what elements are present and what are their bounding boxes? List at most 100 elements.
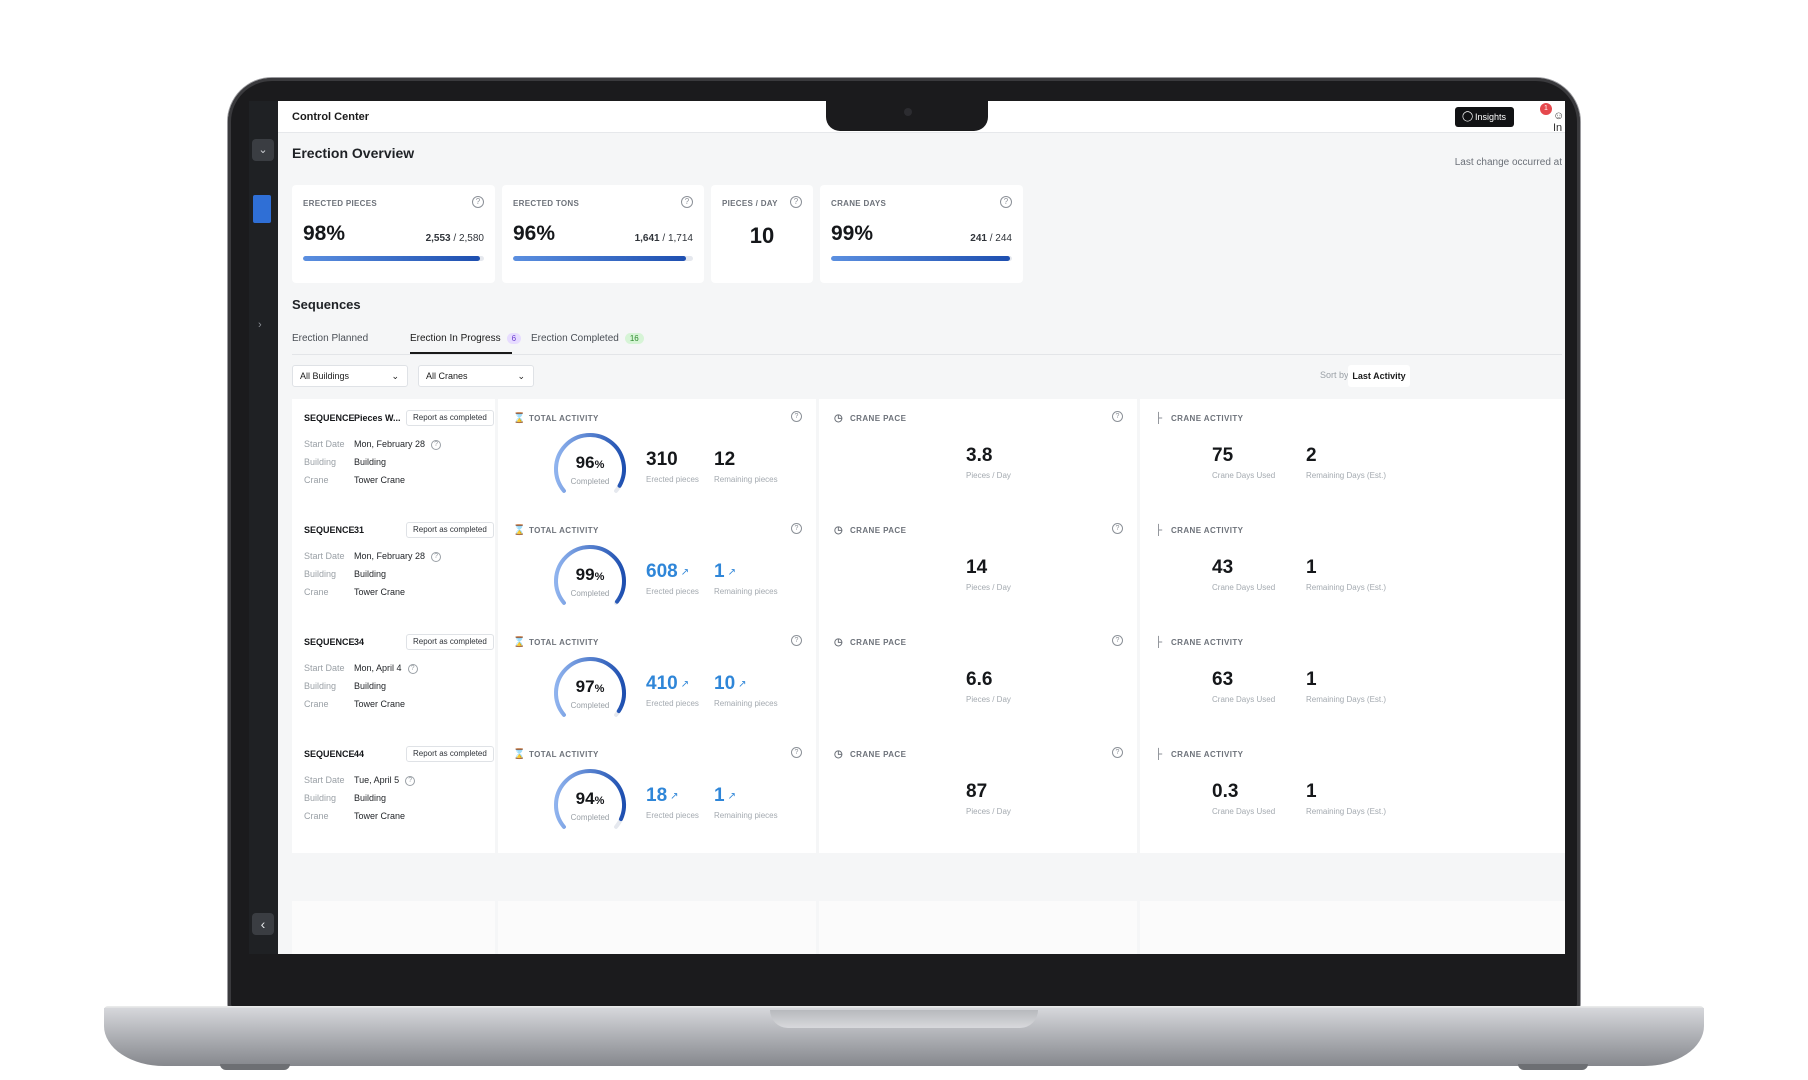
crane-value: Tower Crane [354,475,406,485]
external-link-icon: ↗ [727,567,736,579]
app-screen: ⌄ › ‹ Control Center ◯ Insights 1 ☺ In E… [249,101,1565,954]
chevron-down-icon[interactable]: ⌄ [252,139,274,161]
insights-button[interactable]: ◯ Insights [1455,107,1515,127]
panel-title: ◷ CRANE PACE [834,637,907,648]
building-value: Building [354,793,387,803]
external-link-icon: ↗ [670,791,679,803]
kpi-label: PIECES / DAY [722,199,778,208]
help-icon[interactable]: ? [681,196,693,208]
crane-value: Tower Crane [354,811,406,821]
hourglass-icon: ⌛ [513,637,526,648]
collapse-sidebar-button[interactable]: ‹ [252,913,274,935]
crane-pace-metric: 87 Pieces / Day [966,781,1011,816]
sequence-row: SEQUENCE 44 Report as completed Start Da… [292,735,1565,853]
help-icon[interactable]: ? [472,196,484,208]
help-icon[interactable]: ? [1112,523,1123,534]
chevron-right-icon[interactable]: › [258,319,262,331]
completed-label: Completed [570,813,610,822]
section-title-overview: Erection Overview [292,145,415,161]
kpi-pieces-per-day: PIECES / DAY ? 10 [711,185,813,283]
crane-icon: ├ [1155,525,1163,536]
user-menu[interactable]: ☺ In [1553,110,1565,134]
lightbulb-icon: ◯ [1462,111,1474,122]
panel-title: ├ CRANE ACTIVITY [1155,637,1244,648]
help-icon[interactable]: ? [1112,411,1123,422]
start-date-value: Mon, February 28? [354,551,442,562]
tab-erection-in-progress[interactable]: Erection In Progress 6 [410,333,522,344]
help-icon: ? [431,551,442,562]
sequence-info: SEQUENCE 44 Report as completed Start Da… [292,735,495,853]
report-completed-button[interactable]: Report as completed [406,634,494,650]
sequence-name: 44 [354,749,365,759]
sort-by-select[interactable]: Last Activity [1348,365,1410,387]
remaining-pieces-metric: 1 ↗ Remaining pieces [714,561,778,596]
completion-gauge [554,769,626,829]
crane-activity-panel: ├ CRANE ACTIVITY 43 Crane Days Used 1 Rem… [1140,511,1565,629]
erected-pieces-metric: 410 ↗ Erected pieces [646,673,699,708]
progress-bar [513,256,693,261]
kpi-ratio: 1,641 / 1,714 [634,233,693,244]
start-date-value: Mon, February 28? [354,439,442,450]
help-icon: ? [405,775,416,786]
remaining-days-metric: 1 Remaining Days (Est.) [1306,781,1387,816]
panel-title: ⌛ TOTAL ACTIVITY [513,637,599,648]
tab-count-badge: 6 [506,333,522,344]
sequence-label: SEQUENCE [304,413,355,423]
remaining-days-metric: 2 Remaining Days (Est.) [1306,445,1387,480]
help-icon[interactable]: ? [791,747,802,758]
building-label: Building [304,681,337,691]
remaining-pieces-metric: 1 ↗ Remaining pieces [714,785,778,820]
laptop-groove [770,1010,1038,1028]
tab-erection-completed[interactable]: Erection Completed 16 [531,333,644,344]
external-link-icon: ↗ [738,679,747,691]
help-icon[interactable]: ? [791,523,802,534]
crane-pace-panel: ◷ CRANE PACE ? 3.8 Pieces / Day [819,399,1137,517]
sequence-label: SEQUENCE [304,749,355,759]
help-icon[interactable]: ? [791,635,802,646]
total-activity-panel: ⌛ TOTAL ACTIVITY ? 99% Completed 608 ↗ Ere… [498,511,816,629]
help-icon[interactable]: ? [791,411,802,422]
crane-pace-panel: ◷ CRANE PACE ? 14 Pieces / Day [819,511,1137,629]
laptop-foot [1518,1064,1588,1070]
camera-icon [904,108,912,116]
report-completed-button[interactable]: Report as completed [406,746,494,762]
tab-erection-planned[interactable]: Erection Planned [292,333,369,344]
sequence-row: SEQUENCE 31 Report as completed Start Da… [292,511,1565,629]
sequence-name: 31 [354,525,365,535]
sidebar-item-active[interactable] [253,195,271,223]
report-completed-button[interactable]: Report as completed [406,410,494,426]
sequence-info: SEQUENCE 31 Report as completed Start Da… [292,511,495,629]
completed-label: Completed [570,701,610,710]
hourglass-icon: ⌛ [513,525,526,536]
erected-pieces-metric: 608 ↗ Erected pieces [646,561,699,596]
crane-value: Tower Crane [354,587,406,597]
crane-filter-select[interactable]: All Cranes ⌄ [418,365,534,387]
crane-label: Crane [304,587,329,597]
help-icon[interactable]: ? [1112,747,1123,758]
kpi-ratio: 2,553 / 2,580 [425,233,484,244]
kpi-value: 10 [749,223,775,248]
help-icon[interactable]: ? [1112,635,1123,646]
hourglass-icon: ⌛ [513,413,526,424]
completed-percent: 99% [575,565,605,584]
crane-days-used-metric: 0.3 Crane Days Used [1212,781,1276,816]
app-title: Control Center [292,111,369,123]
sequence-info: SEQUENCE Pieces W... Report as completed… [292,399,495,517]
chevron-down-icon: ⌄ [391,371,399,381]
help-icon: ? [407,663,418,674]
help-icon[interactable]: ? [790,196,802,208]
report-completed-button[interactable]: Report as completed [406,522,494,538]
building-label: Building [304,793,337,803]
crane-label: Crane [304,811,329,821]
insights-label: Insights [1475,112,1507,122]
completion-gauge [554,657,626,717]
help-icon[interactable]: ? [1000,196,1012,208]
sequence-name: Pieces W... [354,413,401,423]
sort-by-label: Sort by [1320,370,1349,380]
start-date-label: Start Date [304,663,345,673]
building-filter-select[interactable]: All Buildings ⌄ [292,365,408,387]
panel-title: ◷ CRANE PACE [834,413,907,424]
panel-title: ◷ CRANE PACE [834,749,907,760]
speedometer-icon: ◷ [834,749,844,760]
crane-pace-metric: 3.8 Pieces / Day [966,445,1011,480]
